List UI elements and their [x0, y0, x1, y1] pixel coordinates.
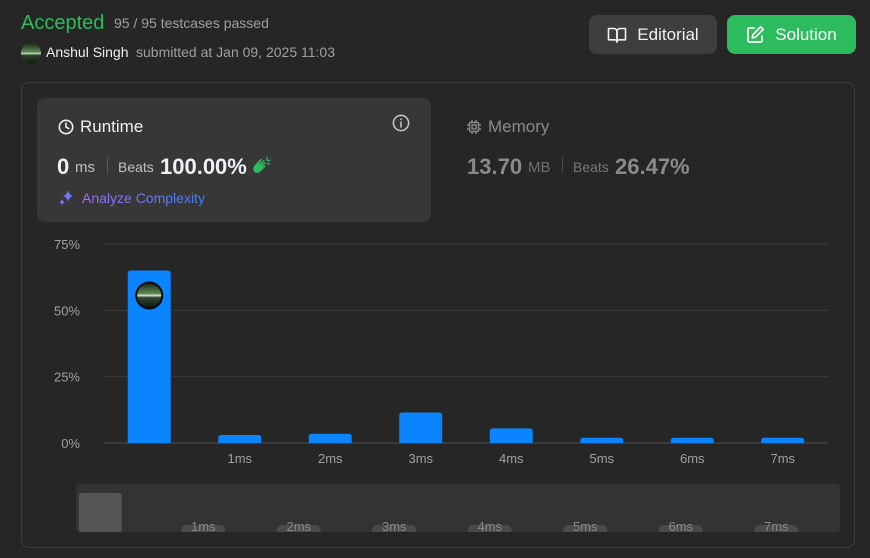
runtime-beats-label: Beats: [118, 159, 154, 175]
minimap-svg: 1ms 2ms 3ms 4ms 5ms 6ms 7ms: [78, 493, 799, 532]
chart-bar[interactable]: [218, 435, 262, 443]
memory-title-text: Memory: [488, 117, 550, 136]
x-tick-label: 1ms: [227, 451, 252, 466]
minimap-label: 5ms: [573, 519, 598, 532]
x-tick-label: 7ms: [770, 451, 795, 466]
minimap-label: 6ms: [668, 519, 693, 532]
runtime-unit: ms: [75, 159, 95, 176]
runtime-title: Runtime: [58, 117, 143, 137]
result-panel: [21, 82, 855, 548]
user-name-link[interactable]: Anshul Singh: [46, 44, 129, 60]
runtime-distribution-chart[interactable]: 1ms 2ms 3ms 4ms 5ms 6ms 7ms 0% 25% 50% 75%: [0, 0, 870, 480]
solution-button[interactable]: Solution: [727, 15, 856, 54]
y-tick-label: 25%: [54, 370, 80, 385]
x-tick-label: 6ms: [680, 451, 705, 466]
minimap-bar: [78, 493, 122, 532]
runtime-beats-value: 100.00%: [160, 154, 247, 179]
submission-status: Accepted: [21, 12, 105, 34]
analyze-complexity-label: Analyze Complexity: [82, 190, 205, 206]
y-tick-label: 75%: [54, 237, 80, 252]
minimap-bar: [181, 525, 226, 532]
runtime-card[interactable]: [37, 98, 431, 222]
memory-beats-label: Beats: [573, 159, 609, 175]
chart-bar[interactable]: [580, 437, 624, 443]
minimap-bar: [658, 525, 703, 532]
x-tick-label: 5ms: [589, 451, 614, 466]
y-tick-label: 50%: [54, 303, 80, 318]
memory-tab[interactable]: Memory: [466, 117, 549, 137]
editorial-label: Editorial: [637, 24, 699, 44]
minimap-label: 2ms: [286, 519, 311, 532]
my-submission-marker: [135, 281, 164, 310]
testcases-passed: 95 / 95 testcases passed: [114, 15, 269, 31]
minimap-bar: [467, 525, 512, 532]
minimap-bar: [276, 525, 321, 532]
x-tick-label: 4ms: [499, 451, 524, 466]
submitted-at-text: submitted at Jan 09, 2025 11:03: [136, 44, 335, 60]
memory-unit: MB: [528, 159, 551, 176]
minimap-bar: [372, 525, 417, 532]
edit-icon: [747, 25, 765, 43]
chart-bar[interactable]: [399, 412, 443, 443]
y-tick-label: 0%: [61, 436, 80, 451]
memory-divider: [562, 157, 563, 173]
chart-bar[interactable]: [761, 437, 805, 443]
minimap-label: 4ms: [477, 519, 502, 532]
x-tick-label: 2ms: [318, 451, 343, 466]
chart-bar[interactable]: [489, 428, 533, 443]
x-tick-label: 3ms: [408, 451, 433, 466]
chart-bar[interactable]: [670, 437, 714, 443]
minimap-label: 1ms: [191, 519, 216, 532]
memory-beats-value: 26.47%: [615, 154, 690, 179]
chart-bar[interactable]: [308, 433, 352, 443]
runtime-title-text: Runtime: [80, 117, 144, 136]
minimap-label: 3ms: [382, 519, 407, 532]
memory-value: 13.70: [467, 154, 523, 179]
chart-bar[interactable]: [127, 270, 171, 443]
book-open-icon: [607, 27, 627, 43]
chip-icon: [467, 120, 481, 134]
clock-icon: [58, 119, 74, 135]
runtime-value: 0: [57, 154, 70, 179]
minimap-label: 7ms: [764, 519, 789, 532]
editorial-button[interactable]: Editorial: [589, 15, 717, 54]
info-icon[interactable]: [392, 114, 410, 132]
minimap-bar: [563, 525, 608, 532]
sparkle-icon: [59, 190, 73, 206]
user-avatar[interactable]: [21, 43, 41, 63]
analyze-complexity-button[interactable]: Analyze Complexity: [57, 189, 205, 207]
solution-label: Solution: [775, 24, 837, 44]
minimap-bar: [754, 525, 799, 532]
clapping-hands-icon: [253, 156, 271, 173]
chart-minimap[interactable]: 1ms 2ms 3ms 4ms 5ms 6ms 7ms: [76, 484, 840, 532]
runtime-divider: [107, 157, 108, 173]
